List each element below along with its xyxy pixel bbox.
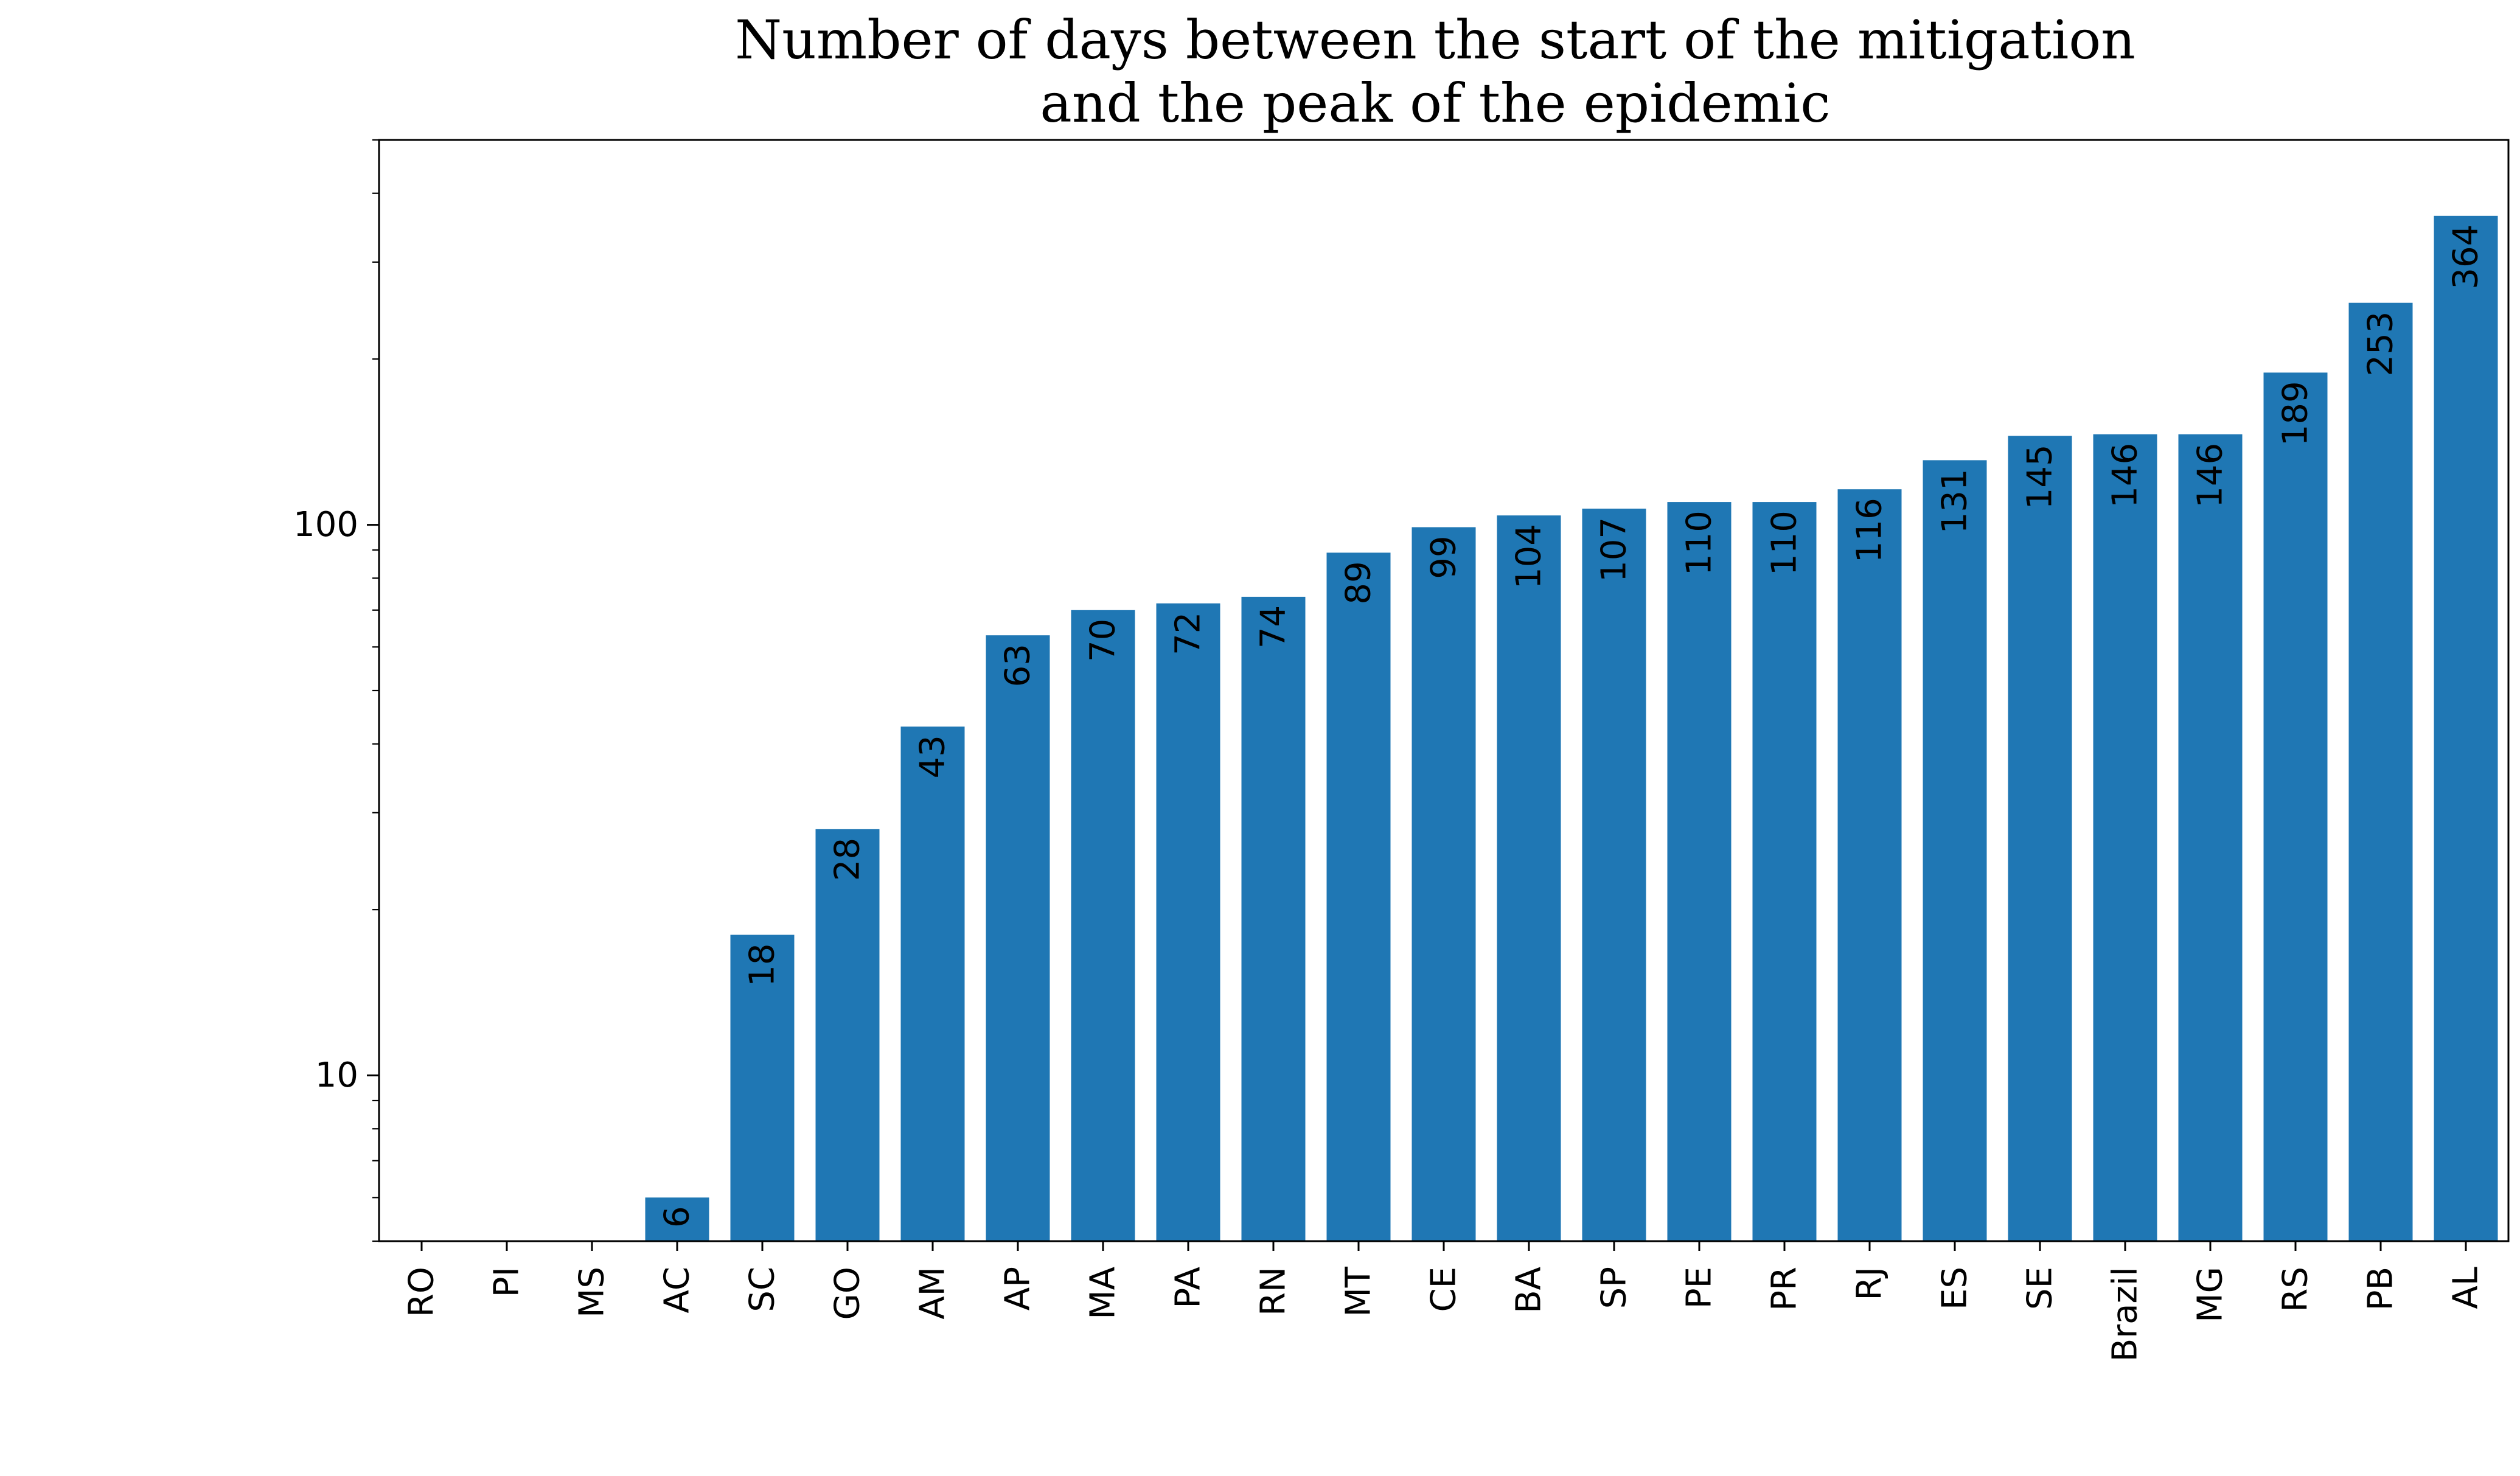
bar-value-label-es: 131 <box>1935 468 1975 534</box>
bar-value-label-mt: 89 <box>1339 561 1379 604</box>
bar-al <box>2434 215 2498 1241</box>
x-tick-label-ap: AP <box>998 1267 1038 1311</box>
x-tick-label-pr: PR <box>1765 1267 1805 1311</box>
x-tick-label-ba: BA <box>1509 1267 1549 1314</box>
bar-pb <box>2348 302 2413 1242</box>
bar-value-label-brazil: 146 <box>2106 443 2145 508</box>
bar-value-label-sp: 107 <box>1595 517 1634 582</box>
x-tick-label-am: AM <box>913 1267 953 1320</box>
bar-go <box>815 829 880 1241</box>
bar-brazil <box>2093 434 2157 1241</box>
x-tick-label-pa: PA <box>1169 1267 1208 1309</box>
bar-value-label-pe: 110 <box>1680 510 1719 576</box>
bar-value-label-pa: 72 <box>1169 612 1208 655</box>
bar-es <box>1923 460 1987 1241</box>
bar-value-label-ap: 63 <box>998 644 1038 687</box>
bar-value-label-mg: 146 <box>2191 443 2230 508</box>
bar-value-label-ac: 6 <box>658 1206 697 1228</box>
bar-value-label-rn: 74 <box>1254 605 1293 649</box>
x-tick-label-rs: RS <box>2276 1267 2316 1312</box>
plot-area-frame <box>378 139 2510 1242</box>
bar-value-label-pb: 253 <box>2361 312 2401 377</box>
x-tick-label-ac: AC <box>658 1267 697 1313</box>
bar-value-label-am: 43 <box>913 735 953 778</box>
x-tick-label-pb: PB <box>2361 1267 2401 1311</box>
bar-value-label-ce: 99 <box>1424 536 1464 579</box>
bar-rs <box>2263 372 2328 1241</box>
x-tick-label-ms: MS <box>573 1267 612 1318</box>
bar-value-label-go: 28 <box>828 838 868 881</box>
bar-ac <box>645 1197 709 1241</box>
x-tick-label-pi: PI <box>487 1267 527 1297</box>
bar-sc <box>730 935 795 1241</box>
bar-value-label-pr: 110 <box>1765 510 1805 576</box>
x-tick-label-al: AL <box>2446 1267 2486 1309</box>
x-tick-label-ro: RO <box>402 1267 442 1317</box>
x-tick-label-sp: SP <box>1595 1267 1634 1309</box>
bar-rj <box>1837 489 1902 1242</box>
bar-pa <box>1156 603 1220 1242</box>
x-tick-label-rj: RJ <box>1850 1267 1890 1300</box>
bar-ce <box>1411 527 1476 1241</box>
bar-pe <box>1667 502 1732 1241</box>
bar-value-label-sc: 18 <box>743 944 782 987</box>
y-tick-label-10: 10 <box>315 1056 358 1095</box>
bar-ba <box>1497 515 1561 1242</box>
x-tick-label-pe: PE <box>1680 1267 1719 1309</box>
x-tick-label-mt: MT <box>1339 1266 1379 1317</box>
x-tick-label-ma: MA <box>1084 1267 1123 1320</box>
x-axis: RO PI MS AC SC GO AM AP MA PA RN MT CE BA SP PE PR RJ ES SE… <box>402 1241 2486 1362</box>
y-axis: 10 100 <box>293 139 379 1242</box>
bar-mt <box>1326 552 1391 1241</box>
chart-title-line-2: and the peak of the epidemic <box>1040 72 1830 134</box>
bar-value-label-ba: 104 <box>1509 524 1549 589</box>
bar-value-label-ma: 70 <box>1084 619 1123 662</box>
x-tick-label-brazil: Brazil <box>2106 1267 2145 1362</box>
chart-title-line-1: Number of days between the start of the … <box>735 9 2135 71</box>
bar-am <box>900 726 965 1241</box>
bar-rn <box>1241 596 1306 1241</box>
bar-value-label-se: 145 <box>2021 445 2060 510</box>
bar-se <box>2008 436 2072 1241</box>
bar-labels-layer: 6 18 28 43 63 70 72 74 89 99 104 107 110 110 116 131 145… <box>658 225 2486 1228</box>
bar-mg <box>2178 434 2243 1241</box>
x-tick-label-ce: CE <box>1424 1267 1464 1312</box>
x-tick-label-mg: MG <box>2191 1267 2230 1323</box>
bars-layer <box>645 215 2498 1242</box>
bar-ma <box>1071 610 1135 1241</box>
y-tick-label-100: 100 <box>293 505 358 545</box>
chart-title: Number of days between the start of the … <box>735 9 2135 134</box>
bar-sp <box>1582 509 1646 1241</box>
bar-value-label-al: 364 <box>2446 225 2486 290</box>
bar-value-label-rs: 189 <box>2276 381 2316 446</box>
x-tick-label-es: ES <box>1935 1267 1975 1310</box>
bar-pr <box>1752 502 1817 1241</box>
x-tick-label-go: GO <box>828 1267 868 1320</box>
x-tick-label-rn: RN <box>1254 1267 1293 1316</box>
bar-ap <box>986 635 1050 1241</box>
x-tick-label-se: SE <box>2021 1267 2060 1310</box>
x-tick-label-sc: SC <box>743 1267 782 1312</box>
bar-value-label-rj: 116 <box>1850 498 1890 563</box>
